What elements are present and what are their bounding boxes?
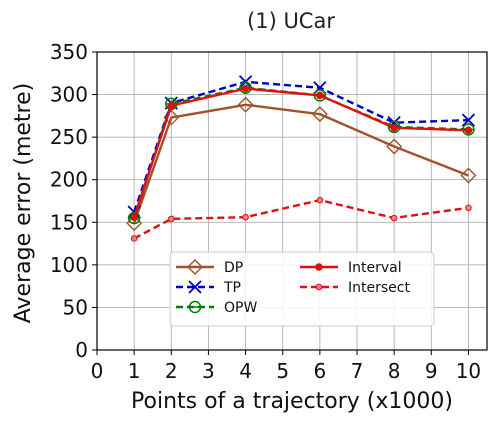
legend-item-opw: OPW (176, 300, 257, 316)
y-tick-label: 150 (50, 210, 88, 234)
x-tick-label: 5 (276, 359, 289, 383)
x-tick-label: 1 (128, 359, 141, 383)
series-line-intersect (133, 198, 469, 240)
plot-frame (96, 51, 488, 351)
legend-label: OPW (224, 300, 257, 316)
x-tick-label: 6 (313, 359, 326, 383)
legend-marker (188, 280, 202, 294)
x-tick-label: 0 (91, 359, 104, 383)
y-tick-label: 0 (75, 338, 88, 362)
y-tick-label: 100 (50, 253, 88, 277)
legend-marker (315, 263, 323, 271)
data-point-dp (460, 167, 477, 184)
legend-item-tp: TP (176, 280, 241, 296)
data-point-intersect (242, 213, 249, 221)
legend-item-interval: Interval (300, 260, 402, 276)
y-axis-label: Average error (metre) (11, 83, 36, 323)
data-point-intersect (130, 235, 138, 242)
x-tick-label: 7 (351, 359, 364, 383)
x-tick-label: 10 (456, 359, 481, 383)
legend-label: TP (223, 280, 241, 296)
x-tick-label: 4 (239, 359, 252, 383)
legend-label: DP (224, 260, 243, 276)
series-dp (126, 96, 477, 232)
x-tick-label: 9 (425, 359, 438, 383)
data-point-dp (237, 96, 254, 113)
legend: DP TP OPW Interval Intersect (169, 251, 435, 327)
data-point-tp (461, 113, 476, 127)
series-line-interval (133, 87, 469, 218)
y-tick-label: 350 (50, 40, 88, 64)
series-line-dp (133, 103, 469, 224)
chart-title: (1) UCar (247, 9, 335, 33)
data-point-interval (130, 213, 138, 221)
legend-item-intersect: Intersect (300, 280, 410, 296)
series-interval (130, 84, 473, 221)
data-point-dp (311, 106, 328, 123)
legend-box (169, 251, 435, 327)
data-point-interval (390, 123, 398, 132)
data-point-intersect (390, 214, 398, 222)
data-point-interval (316, 91, 324, 100)
x-tick-label: 2 (165, 359, 178, 383)
y-tick-label: 50 (63, 295, 88, 319)
x-tick-label: 8 (388, 359, 401, 383)
data-point-dp (386, 138, 403, 155)
legend-label: Interval (348, 260, 402, 276)
data-point-intersect (316, 196, 324, 204)
legend-item-dp: DP (176, 259, 243, 276)
y-tick-label: 300 (50, 83, 88, 107)
legend-label: Intersect (348, 280, 410, 296)
series-lines (126, 75, 477, 242)
y-tick-label: 250 (50, 125, 88, 149)
data-point-intersect (465, 204, 472, 212)
legend-marker (187, 259, 203, 275)
y-tick-label: 200 (50, 168, 88, 192)
x-axis-label: Points of a trajectory (x1000) (131, 389, 453, 414)
data-point-interval (241, 84, 250, 93)
x-tick-label: 3 (202, 359, 215, 383)
legend-marker (315, 283, 323, 291)
data-point-interval (464, 126, 473, 135)
data-point-interval (167, 101, 176, 110)
series-intersect (130, 196, 472, 242)
data-point-intersect (167, 215, 175, 223)
